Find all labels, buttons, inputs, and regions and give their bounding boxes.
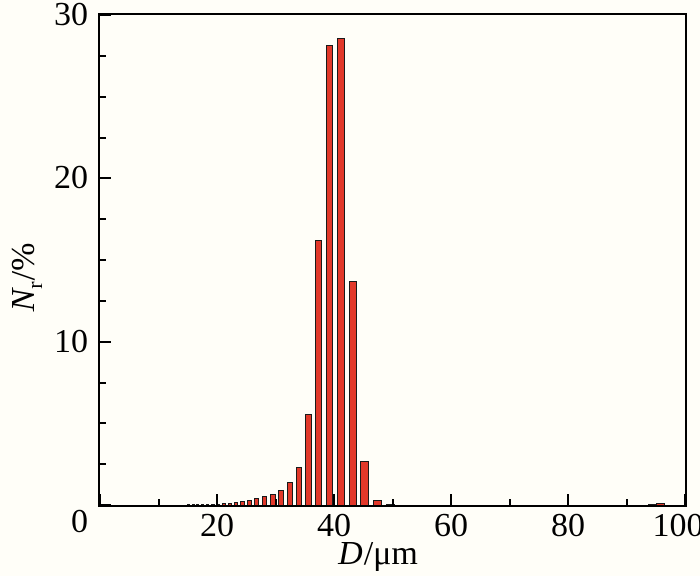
plot-area (98, 13, 687, 507)
bar (295, 467, 302, 505)
x-major-tick (100, 494, 101, 505)
bar (254, 498, 260, 505)
bar (386, 504, 396, 505)
x-major-tick (216, 494, 218, 505)
y-axis-tick-label: 10 (54, 322, 88, 360)
y-minor-tick (100, 422, 106, 425)
bar (372, 500, 382, 505)
y-major-tick (100, 340, 111, 343)
origin-tick-label: 0 (71, 503, 88, 540)
y-minor-tick (100, 463, 106, 466)
bar (206, 504, 210, 505)
bar (315, 240, 323, 505)
bar (305, 414, 313, 505)
x-minor-tick (274, 499, 277, 505)
y-minor-tick (100, 54, 106, 57)
bar (261, 496, 267, 505)
bar (286, 482, 293, 505)
x-minor-tick (391, 499, 394, 505)
y-minor-tick (100, 259, 106, 261)
x-axis-tick-label: 20 (200, 507, 234, 544)
y-axis-tick-label: 30 (54, 0, 88, 33)
y-axis-unit: /% (5, 242, 42, 281)
x-axis-tick-label: 40 (317, 507, 351, 544)
x-major-tick (333, 494, 335, 505)
x-minor-tick (625, 499, 628, 505)
bar (222, 503, 227, 505)
bar (348, 281, 357, 505)
x-axis-tick-label: 100 (652, 507, 700, 544)
y-minor-tick (100, 95, 106, 98)
bar (191, 504, 195, 505)
y-major-tick (100, 177, 111, 180)
bar (200, 504, 204, 505)
y-minor-tick (100, 381, 106, 384)
bar (359, 461, 369, 505)
x-minor-tick (157, 499, 160, 505)
bar (277, 490, 284, 505)
y-axis-title: Nr/% (5, 242, 47, 312)
x-axis-tick-label: 60 (434, 507, 468, 544)
x-axis-tick-label: 80 (551, 507, 585, 544)
x-axis-unit: /μm (363, 535, 418, 572)
bar (234, 502, 239, 505)
bar (337, 38, 346, 505)
y-major-tick (100, 15, 111, 16)
bar (247, 500, 253, 505)
y-minor-tick (100, 136, 106, 139)
x-major-tick (450, 494, 452, 505)
x-major-tick (684, 494, 685, 505)
bar (210, 504, 215, 505)
y-minor-tick (100, 218, 106, 221)
bar (326, 45, 334, 505)
bar (240, 501, 246, 505)
x-axis-title: D/μm (258, 536, 498, 572)
y-axis-symbol: N (5, 288, 42, 312)
bar (196, 504, 200, 505)
bar (227, 503, 232, 505)
y-axis-tick-label: 20 (54, 159, 88, 197)
x-axis-symbol: D (338, 535, 363, 572)
y-axis-subscript: r (21, 281, 47, 289)
bar (655, 503, 665, 505)
y-major-tick (100, 504, 111, 505)
bar (186, 504, 190, 505)
y-minor-tick (100, 299, 106, 302)
x-major-tick (567, 494, 569, 505)
x-minor-tick (508, 499, 511, 505)
